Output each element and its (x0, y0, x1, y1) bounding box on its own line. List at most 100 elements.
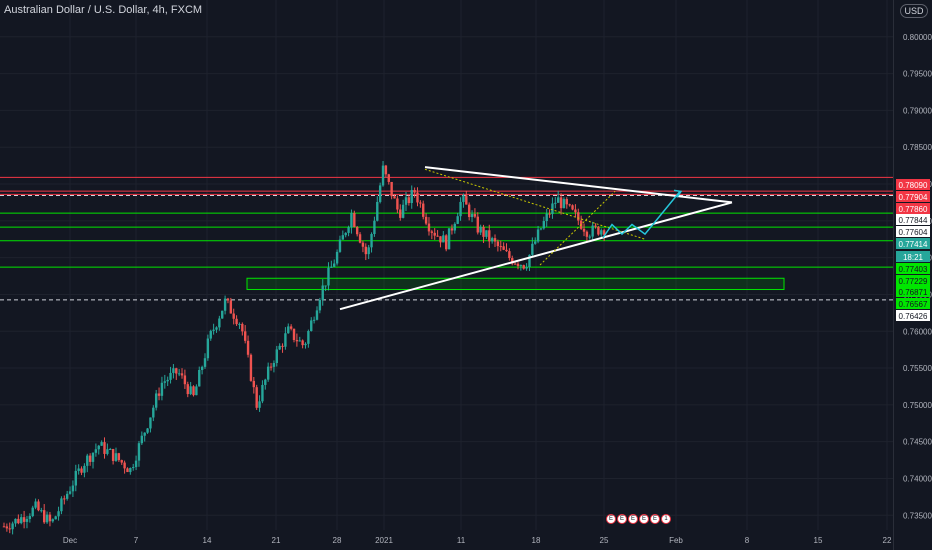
x-tick-label: Feb (669, 536, 683, 545)
candle-body (45, 514, 49, 523)
candle-body (71, 485, 75, 492)
candle-body (246, 340, 250, 355)
candle-body (106, 449, 109, 454)
price-tag-label: 0.76426 (899, 312, 928, 321)
candle-body (338, 239, 342, 252)
candle-body (175, 368, 178, 374)
triangle-lower-line (339, 201, 733, 311)
price-tag-label: 0.77604 (899, 228, 928, 237)
candle-body (470, 214, 474, 218)
event-badge[interactable]: E (639, 514, 649, 524)
candle-body (54, 516, 57, 520)
candle-body (97, 445, 100, 450)
x-tick-label: Dec (63, 536, 77, 545)
candle-body (508, 251, 511, 259)
price-tag (896, 214, 930, 225)
y-tick-label: 0.74500 (903, 438, 932, 447)
event-badge[interactable]: 1 (661, 514, 671, 524)
candle-body (602, 230, 606, 235)
price-tag-label: 0.77403 (899, 265, 928, 274)
candle-body (83, 465, 86, 473)
price-tag-label: 18:21 (903, 253, 924, 262)
price-tag (896, 275, 930, 286)
candle-body (103, 442, 106, 454)
symbol-title: Australian Dollar / U.S. Dollar, 4h, FXC… (4, 4, 203, 16)
price-tag-label: 0.77904 (899, 193, 928, 202)
candle-body (5, 526, 9, 529)
candle-body (264, 379, 267, 385)
candle-body (126, 468, 129, 473)
candle-body (591, 225, 594, 237)
candle-body (255, 387, 258, 408)
candle-body (442, 235, 445, 243)
candle-body (14, 518, 17, 524)
candle-body (384, 165, 388, 175)
candle-body (467, 204, 471, 218)
event-badge[interactable]: E (650, 514, 660, 524)
candle-body (493, 238, 497, 242)
time-axis[interactable]: Dec 7 14 21 28 2021 11 18 25 Feb 8 15 22 (63, 536, 892, 545)
event-badge[interactable]: E (617, 514, 627, 524)
candle-body (327, 267, 330, 286)
candle-body (91, 452, 95, 462)
candle-body (341, 235, 345, 240)
candlestick-series (2, 161, 606, 535)
candle-body (505, 249, 508, 252)
projection-path (602, 190, 681, 239)
candle-body (48, 514, 52, 522)
event-badge[interactable]: E (628, 514, 638, 524)
candle-body (117, 453, 121, 461)
candle-body (177, 373, 181, 375)
candle-body (594, 225, 597, 227)
candle-body (330, 266, 333, 268)
x-tick-label: 14 (203, 536, 212, 545)
candle-body (488, 230, 491, 242)
candle-body (393, 196, 396, 199)
x-tick-label: 15 (814, 536, 823, 545)
candle-body (370, 234, 373, 248)
candle-body (321, 285, 324, 300)
candle-body (22, 517, 26, 522)
currency-button[interactable]: USD (900, 4, 928, 18)
candle-body (43, 510, 46, 523)
candle-body (355, 226, 359, 235)
candle-body (206, 338, 210, 359)
candle-body (163, 381, 166, 383)
candle-body (235, 318, 238, 325)
candle-body (301, 340, 304, 346)
candle-body (430, 231, 434, 233)
price-tag (896, 179, 930, 190)
price-tag-label: 0.78090 (899, 181, 928, 190)
candle-body (244, 331, 247, 341)
candle-body (86, 455, 89, 466)
event-badge[interactable]: E (606, 514, 616, 524)
candle-body (111, 448, 115, 461)
candle-body (11, 523, 14, 530)
candle-body (132, 467, 135, 469)
candle-body (424, 216, 428, 224)
x-tick-label: 22 (883, 536, 892, 545)
candle-body (94, 449, 98, 453)
candle-body (143, 432, 146, 436)
support-zone (246, 277, 785, 291)
candle-body (183, 375, 187, 385)
candle-body (304, 343, 307, 346)
candle-body (232, 313, 235, 319)
candle-body (80, 468, 83, 473)
x-tick-label: 28 (333, 536, 342, 545)
candle-body (37, 501, 40, 511)
candle-body (212, 329, 215, 331)
candle-body (364, 246, 367, 255)
candle-body (542, 221, 546, 229)
price-tag (896, 203, 930, 214)
candle-body (347, 227, 350, 233)
candle-body (166, 379, 169, 382)
candle-body (479, 226, 482, 233)
price-tag-label: 0.77229 (899, 277, 928, 286)
candle-body (485, 230, 488, 237)
candle-body (34, 501, 37, 508)
candle-body (416, 192, 419, 203)
candle-body (556, 197, 560, 203)
